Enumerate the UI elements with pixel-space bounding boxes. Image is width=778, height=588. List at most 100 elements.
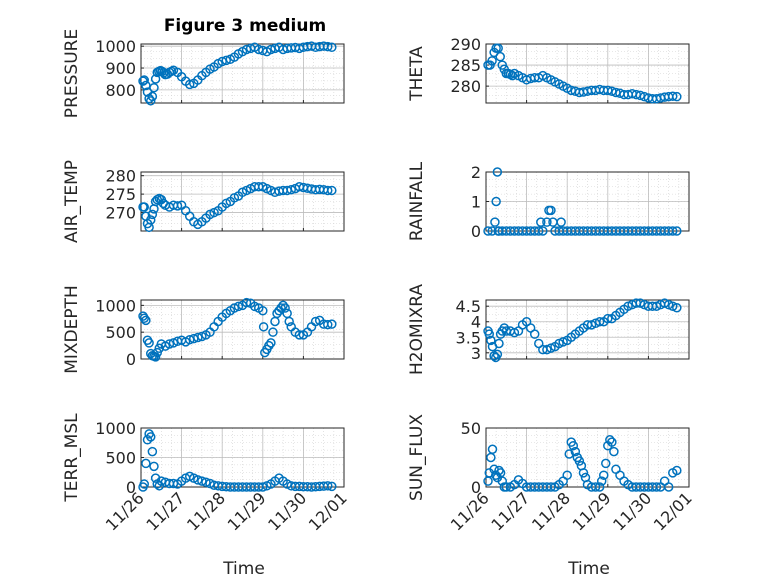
- data-point: [221, 55, 232, 66]
- data-point: [601, 458, 611, 469]
- data-point: [596, 476, 607, 486]
- data-point: [268, 327, 278, 337]
- data-point: [147, 91, 158, 102]
- data-point: [241, 297, 252, 308]
- y-tick-label: 3.5: [456, 328, 481, 347]
- series-mixdepth: [138, 297, 337, 362]
- y-tick-label: 280: [105, 167, 136, 186]
- axes-box: [140, 43, 345, 104]
- series-h2omixra: [483, 298, 682, 363]
- data-point: [663, 482, 674, 492]
- data-point: [180, 205, 191, 216]
- series-rainfall: [483, 167, 682, 236]
- data-point: [492, 349, 503, 360]
- x-tick-label: 11/29: [569, 488, 615, 534]
- x-tick-label: 11/27: [487, 488, 533, 534]
- y-tick-label: 290: [450, 35, 481, 54]
- y-tick-label: 500: [105, 323, 136, 342]
- data-point: [323, 41, 333, 52]
- data-point: [193, 332, 203, 343]
- y-tick-label: 4.5: [456, 297, 481, 316]
- y-axis-label: AIR_TEMP: [62, 160, 82, 243]
- data-point: [598, 470, 609, 480]
- data-point: [145, 432, 156, 442]
- y-axis-label: H2OMIXRA: [407, 284, 427, 375]
- data-point: [144, 338, 154, 348]
- subplot-rainfall: 0 1 2 RAINFALL: [407, 161, 690, 241]
- x-tick-label: 11/26: [447, 488, 493, 534]
- y-axis-label: TERR_MSL: [62, 413, 82, 503]
- data-point: [542, 217, 552, 227]
- data-point: [150, 74, 161, 84]
- data-point: [487, 444, 498, 454]
- series-pressure: [138, 41, 337, 106]
- data-point: [672, 303, 682, 313]
- data-point: [538, 226, 548, 236]
- series-theta: [483, 43, 682, 104]
- data-point: [487, 56, 497, 66]
- data-point: [327, 319, 337, 329]
- data-point: [493, 43, 503, 53]
- data-point: [294, 330, 305, 340]
- y-tick-label: 2: [471, 163, 481, 182]
- data-point: [672, 226, 682, 236]
- data-point: [266, 338, 276, 348]
- data-point: [280, 303, 290, 313]
- y-tick-label: 285: [450, 56, 481, 75]
- y-tick-label: 270: [105, 204, 136, 223]
- y-tick-label: 1000: [95, 37, 136, 56]
- data-point: [258, 482, 268, 492]
- y-tick-label: 280: [450, 77, 481, 96]
- data-point: [507, 70, 518, 81]
- data-point: [487, 226, 497, 236]
- y-tick-label: 275: [105, 185, 136, 204]
- subplot-theta: 280 285 290 THETA: [407, 35, 690, 104]
- data-point: [310, 316, 321, 327]
- data-point: [635, 90, 646, 101]
- data-point: [594, 316, 605, 327]
- data-point: [609, 446, 619, 457]
- data-point: [147, 209, 158, 220]
- data-point: [491, 196, 501, 207]
- y-tick-label: 1: [471, 193, 481, 212]
- data-point: [562, 470, 572, 480]
- data-point: [568, 440, 579, 451]
- y-axis-label: PRESSURE: [62, 29, 82, 118]
- data-point: [651, 482, 662, 492]
- data-point: [495, 51, 505, 62]
- axes-box: [140, 171, 345, 232]
- x-tick-label: 11/30: [609, 488, 655, 534]
- data-point: [603, 313, 613, 324]
- data-point: [233, 301, 244, 312]
- y-tick-label: 500: [105, 449, 136, 468]
- data-point: [594, 482, 605, 492]
- data-point: [323, 185, 333, 196]
- data-point: [278, 300, 288, 311]
- data-point: [536, 217, 546, 227]
- axes-box: [485, 43, 690, 104]
- y-tick-label: 900: [105, 59, 136, 78]
- y-tick-label: 3: [471, 344, 481, 363]
- data-point: [534, 226, 544, 236]
- data-point: [529, 329, 540, 339]
- data-point: [172, 201, 183, 211]
- x-tick-label: 12/01: [650, 488, 696, 534]
- data-point: [209, 322, 219, 332]
- data-point: [556, 217, 566, 227]
- series-air_temp: [138, 182, 337, 233]
- data-point: [607, 437, 617, 447]
- x-tick-label: 11/28: [528, 488, 574, 534]
- subplot-pressure: 800 900 1000 PRESSURE: [62, 29, 345, 118]
- data-point: [145, 215, 156, 225]
- y-tick-label: 1000: [95, 419, 136, 438]
- data-point: [201, 477, 211, 488]
- y-axis-label: RAINFALL: [407, 161, 427, 241]
- data-point: [149, 82, 159, 93]
- subplot-mixdepth: 0 500 1000 MIXDEPTH: [62, 285, 345, 374]
- data-point: [327, 185, 337, 196]
- data-point: [327, 481, 337, 492]
